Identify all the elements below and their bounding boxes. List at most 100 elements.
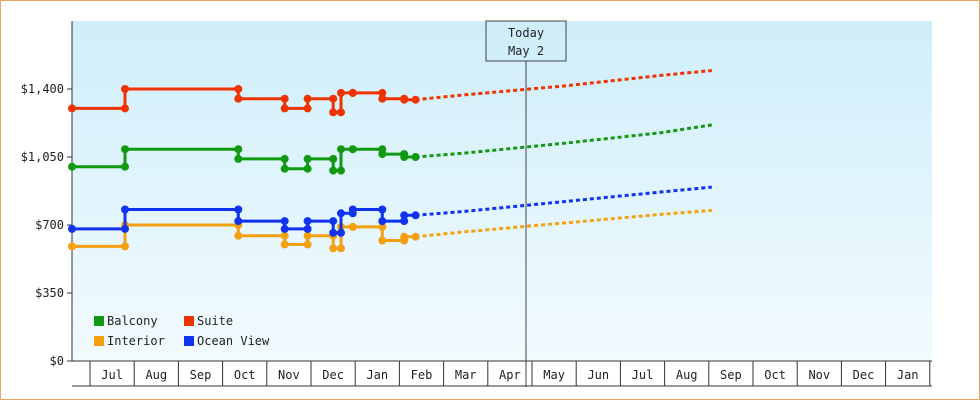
data-point-ocean-view: [348, 205, 357, 214]
data-point-suite: [234, 85, 243, 93]
x-tick-label: Dec: [322, 368, 344, 382]
y-axis: $0 $350 $700 $1,050 $1,400: [21, 21, 73, 368]
y-tick-label: $700: [35, 218, 64, 232]
plot-area: [72, 21, 932, 361]
x-tick-label: May: [543, 368, 565, 382]
forecast-line-balcony: [415, 123, 713, 159]
today-label-line2: May 2: [508, 44, 544, 58]
forecast-line-suite: [415, 69, 712, 102]
data-point-interior: [329, 244, 338, 253]
data-point-balcony: [329, 154, 338, 163]
data-point-balcony: [303, 164, 312, 173]
data-point-balcony: [337, 166, 345, 175]
data-point-ocean-view: [400, 217, 409, 226]
x-axis: Jul Aug Sep Oct Nov Dec Jan Feb Mar Apr May Jun Jul A…: [72, 360, 932, 387]
data-point-interior: [378, 236, 387, 245]
x-tick-label: Aug: [676, 368, 698, 382]
data-point-ocean-view: [303, 217, 312, 226]
data-point-interior: [400, 232, 409, 241]
data-point-balcony: [329, 166, 338, 175]
legend-swatch-suite: [184, 316, 194, 326]
data-point-balcony: [303, 154, 312, 163]
data-point-suite: [234, 94, 243, 103]
x-tick-label: Oct: [234, 368, 256, 382]
x-tick-label: Jan: [897, 368, 919, 382]
x-tick-label: Sep: [190, 368, 212, 382]
data-point-ocean-view: [329, 217, 338, 226]
data-point-suite: [378, 88, 387, 97]
y-tick-label: $0: [50, 354, 64, 368]
data-point-balcony: [400, 153, 409, 161]
data-point-interior: [280, 240, 289, 249]
x-tick-label: Jun: [587, 368, 609, 382]
x-tick-label: Oct: [764, 368, 786, 382]
data-point-balcony: [68, 162, 76, 171]
data-point-balcony: [348, 145, 357, 154]
data-point-ocean-view: [411, 211, 420, 220]
data-point-interior: [234, 231, 243, 240]
data-point-balcony: [280, 154, 289, 163]
data-point-interior: [303, 240, 312, 249]
legend-label-balcony: Balcony: [107, 314, 158, 328]
data-point-suite: [280, 104, 289, 113]
data-point-suite: [68, 104, 76, 113]
x-tick-label: Jan: [366, 368, 388, 382]
legend-label-suite: Suite: [197, 314, 233, 328]
data-point-balcony: [411, 153, 420, 161]
data-point-balcony: [280, 164, 289, 173]
data-point-ocean-view: [234, 205, 243, 214]
data-point-ocean-view: [337, 228, 345, 237]
data-point-ocean-view: [303, 224, 312, 233]
data-point-suite: [337, 108, 345, 117]
data-point-suite: [121, 85, 129, 93]
data-point-ocean-view: [234, 217, 243, 226]
x-tick-label: Sep: [720, 368, 742, 382]
data-point-ocean-view: [337, 209, 345, 218]
data-point-interior: [121, 242, 129, 251]
data-point-ocean-view: [280, 217, 289, 226]
data-point-suite: [337, 88, 345, 97]
data-point-suite: [329, 108, 338, 117]
legend-swatch-interior: [94, 336, 104, 346]
y-tick-label: $1,050: [21, 150, 64, 164]
data-point-interior: [303, 231, 312, 240]
data-point-suite: [303, 104, 312, 113]
legend-label-ocean-view: Ocean View: [197, 334, 270, 348]
x-tick-label: Nov: [278, 368, 300, 382]
today-marker: Today May 2: [485, 20, 567, 387]
legend-label-interior: Interior: [107, 334, 165, 348]
legend-swatch-ocean-view: [184, 336, 194, 346]
legend: Balcony Suite Interior Ocean View: [94, 314, 270, 348]
data-point-ocean-view: [400, 211, 409, 220]
series-layer: [68, 69, 713, 253]
data-point-ocean-view: [68, 224, 76, 233]
data-point-ocean-view: [121, 205, 129, 214]
data-point-balcony: [121, 145, 129, 154]
data-point-interior: [337, 244, 345, 253]
data-point-interior: [280, 231, 289, 240]
x-tick-label: Feb: [411, 368, 433, 382]
x-tick-label: Aug: [145, 368, 167, 382]
data-point-ocean-view: [280, 224, 289, 233]
x-tick-label: Dec: [853, 368, 875, 382]
data-point-balcony: [234, 154, 243, 163]
y-tick-label: $350: [35, 286, 64, 300]
x-tick-label: Jul: [632, 368, 654, 382]
today-box: [485, 20, 567, 62]
data-point-suite: [280, 94, 289, 103]
legend-swatch-balcony: [94, 316, 104, 326]
data-point-interior: [68, 242, 76, 251]
today-label-line1: Today: [508, 26, 544, 40]
data-point-ocean-view: [121, 224, 129, 233]
data-point-suite: [378, 94, 387, 103]
data-point-suite: [400, 95, 409, 104]
data-point-suite: [121, 104, 129, 113]
data-point-balcony: [378, 150, 387, 159]
data-point-suite: [303, 94, 312, 103]
x-tick-label: Jul: [101, 368, 123, 382]
data-point-interior: [411, 232, 420, 241]
forecast-line-ocean-view: [415, 185, 712, 217]
data-point-suite: [329, 94, 338, 103]
